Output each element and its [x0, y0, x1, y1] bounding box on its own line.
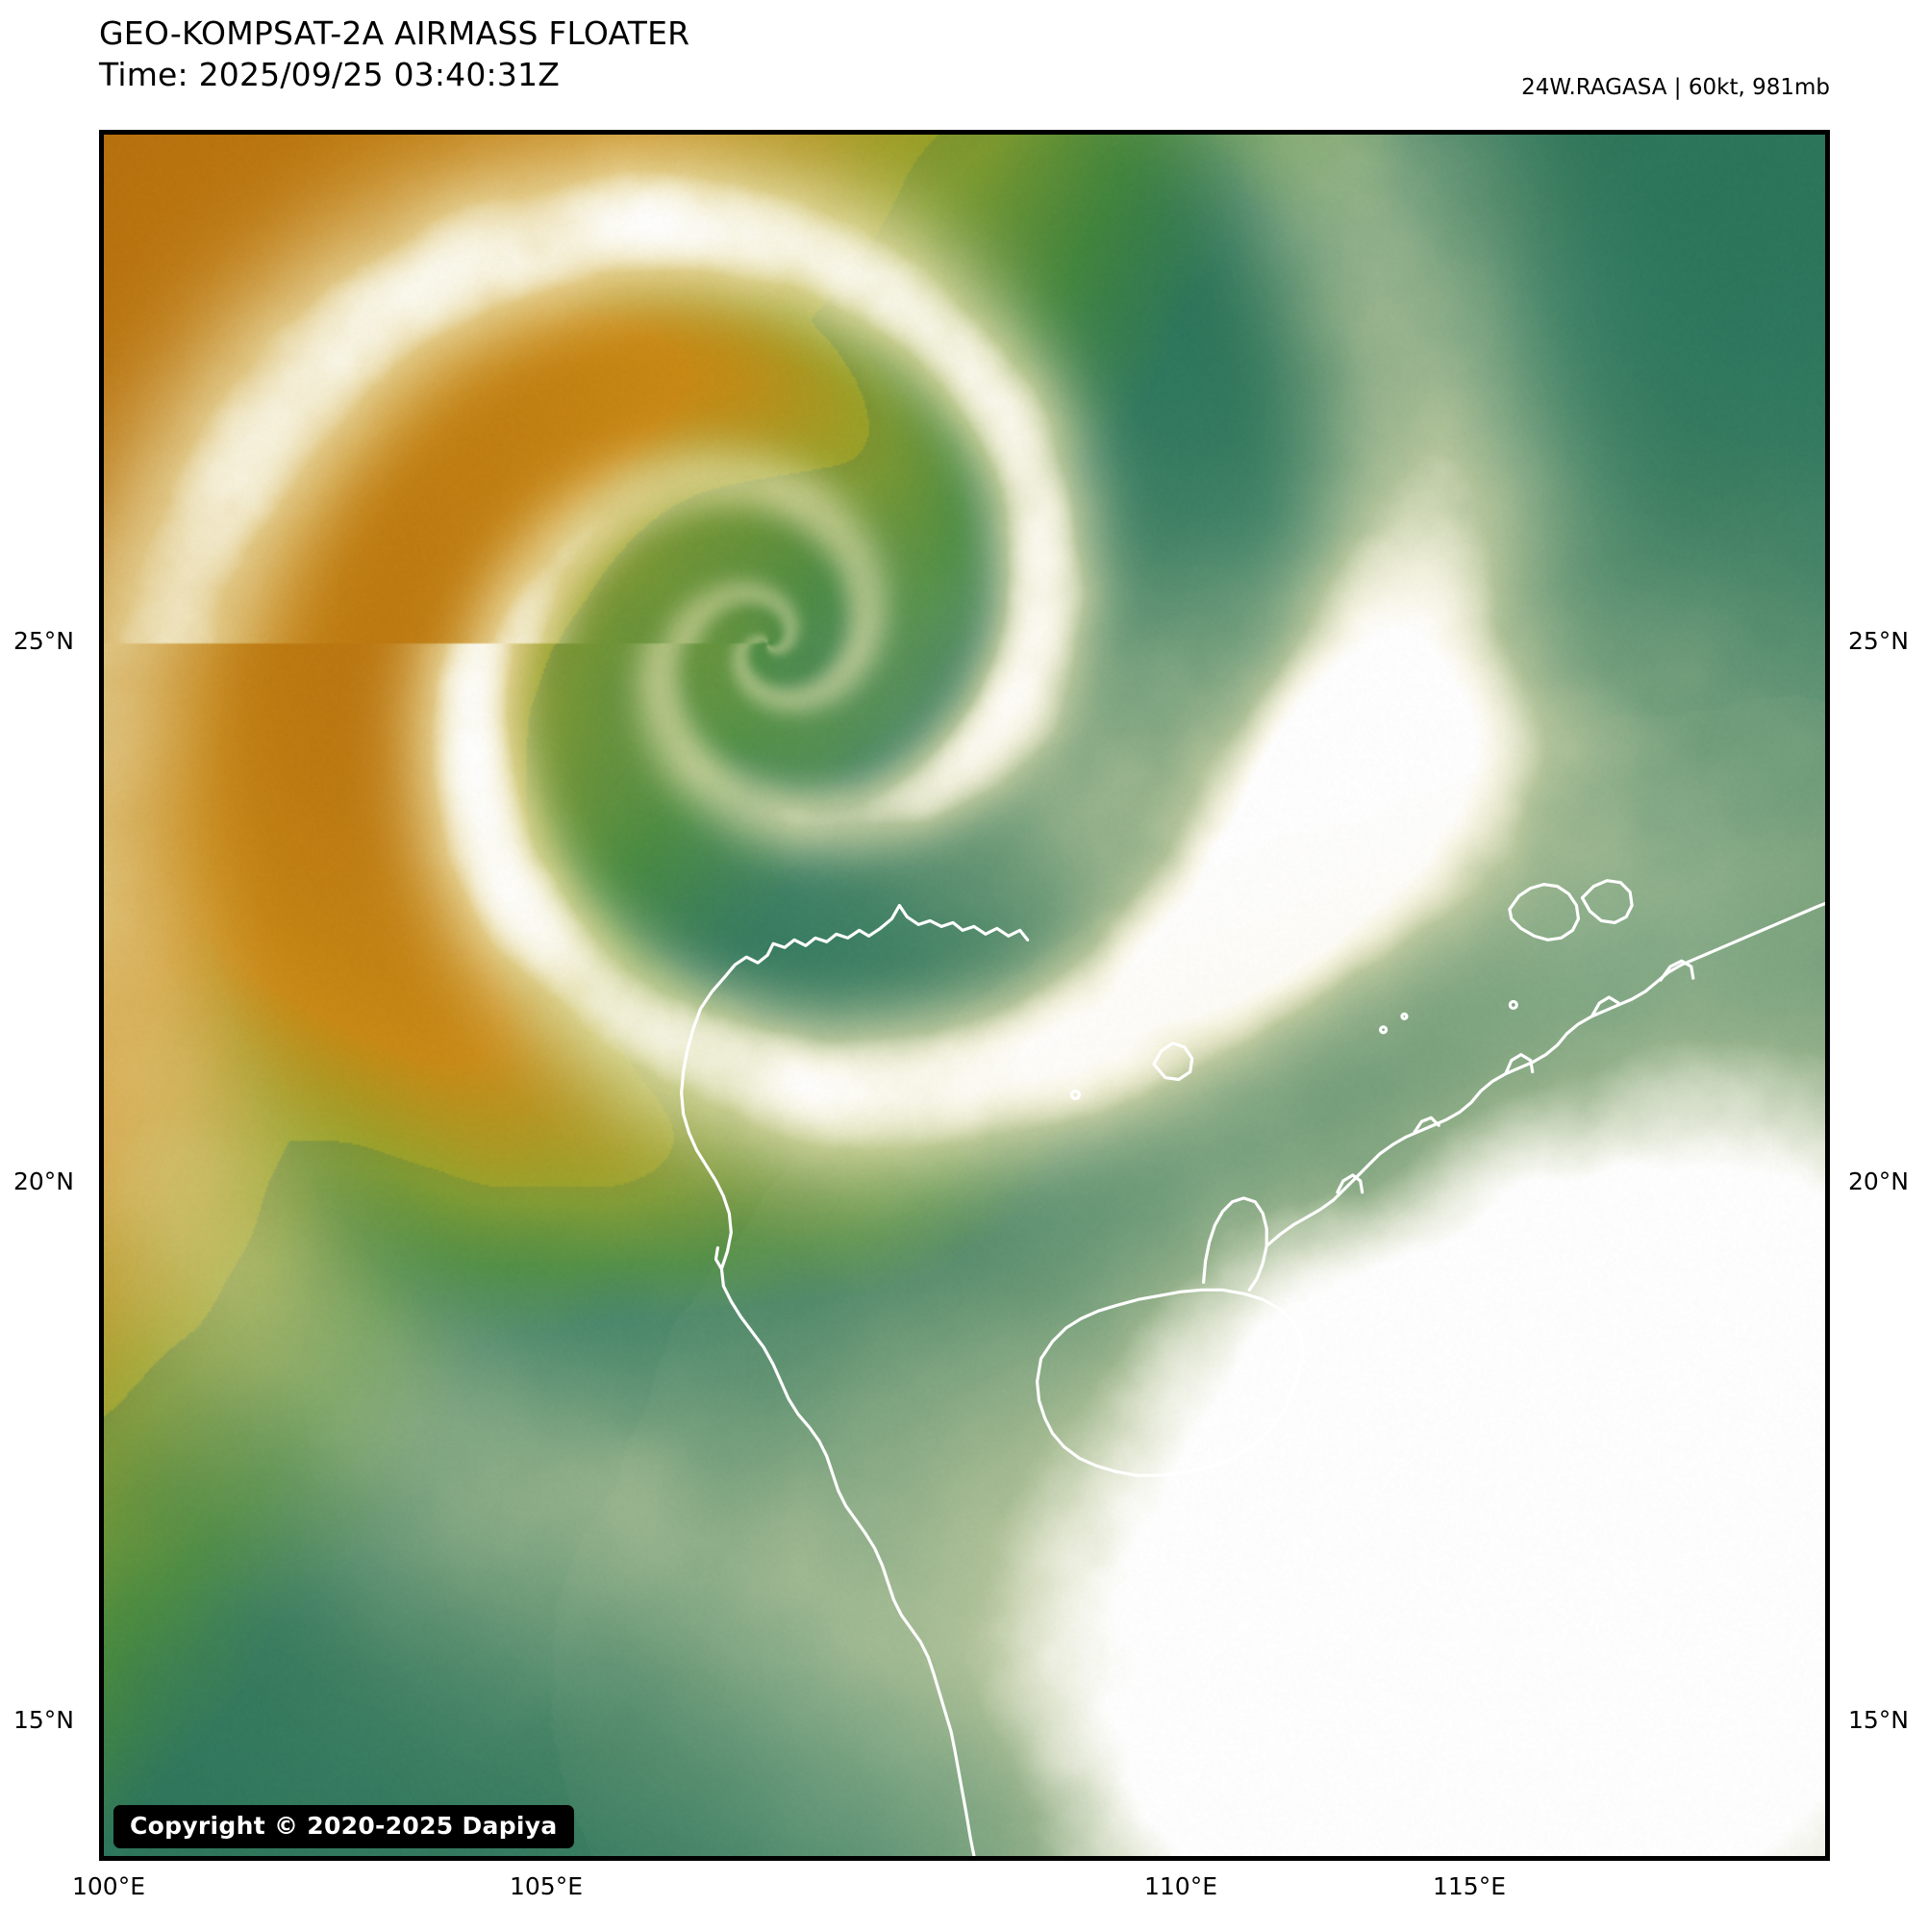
satellite-imagery-canvas — [104, 135, 1825, 1856]
lat-tick-left-1: 20°N — [13, 1167, 75, 1195]
lon-tick-3: 115°E — [1433, 1872, 1507, 1900]
lat-tick-right-2: 15°N — [1848, 1706, 1910, 1734]
lat-tick-right-0: 25°N — [1848, 627, 1910, 655]
lon-tick-1: 105°E — [510, 1872, 584, 1900]
timestamp-label: Time: 2025/09/25 03:40:31Z — [99, 55, 561, 93]
header-title-block: GEO-KOMPSAT-2A AIRMASS FLOATER Time: 202… — [99, 13, 689, 96]
lat-tick-right-1: 20°N — [1848, 1167, 1910, 1195]
coastline-overlay — [680, 879, 1825, 1856]
lat-tick-left-0: 25°N — [13, 627, 75, 655]
lon-tick-2: 110°E — [1144, 1872, 1218, 1900]
storm-info-label: 24W.RAGASA | 60kt, 981mb — [1521, 75, 1830, 100]
lat-tick-left-2: 15°N — [13, 1706, 75, 1734]
copyright-banner: Copyright © 2020-2025 Dapiya — [113, 1805, 574, 1848]
lon-tick-0: 100°E — [72, 1872, 146, 1900]
page-title: GEO-KOMPSAT-2A AIRMASS FLOATER — [99, 14, 690, 52]
satellite-map-panel[interactable]: Copyright © 2020-2025 Dapiya — [99, 130, 1830, 1861]
